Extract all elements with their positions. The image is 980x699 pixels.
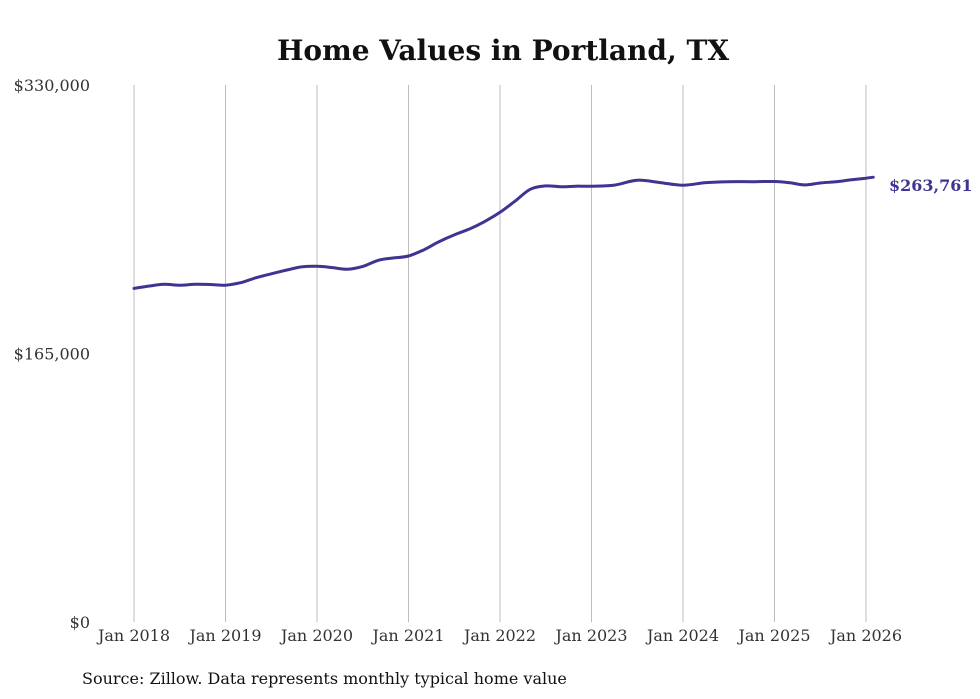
x-tick-label-6: Jan 2024 [645, 626, 719, 645]
source-note: Source: Zillow. Data represents monthly … [82, 669, 567, 688]
chart-title: Home Values in Portland, TX [277, 34, 729, 67]
y-tick-label-0: $0 [70, 613, 90, 632]
x-tick-label-2: Jan 2020 [279, 626, 353, 645]
series-layer [132, 175, 875, 290]
x-tick-label-4: Jan 2022 [462, 626, 536, 645]
x-axis-ticks: Jan 2018 Jan 2019 Jan 2020 Jan 2021 Jan 2022… [96, 626, 902, 645]
y-tick-label-1: $165,000 [14, 345, 90, 364]
x-tick-label-8: Jan 2026 [828, 626, 902, 645]
x-tick-label-0: Jan 2018 [96, 626, 170, 645]
y-tick-label-2: $330,000 [14, 76, 90, 95]
x-tick-label-1: Jan 2019 [187, 626, 261, 645]
end-value-label: $263,761 [889, 176, 973, 195]
x-tick-label-7: Jan 2025 [736, 626, 810, 645]
y-axis-ticks: $0 $165,000 $330,000 [14, 76, 90, 632]
vertical-grid [133, 85, 867, 622]
x-tick-label-5: Jan 2023 [553, 626, 627, 645]
series-line-0 [132, 175, 875, 290]
x-tick-label-3: Jan 2021 [370, 626, 444, 645]
